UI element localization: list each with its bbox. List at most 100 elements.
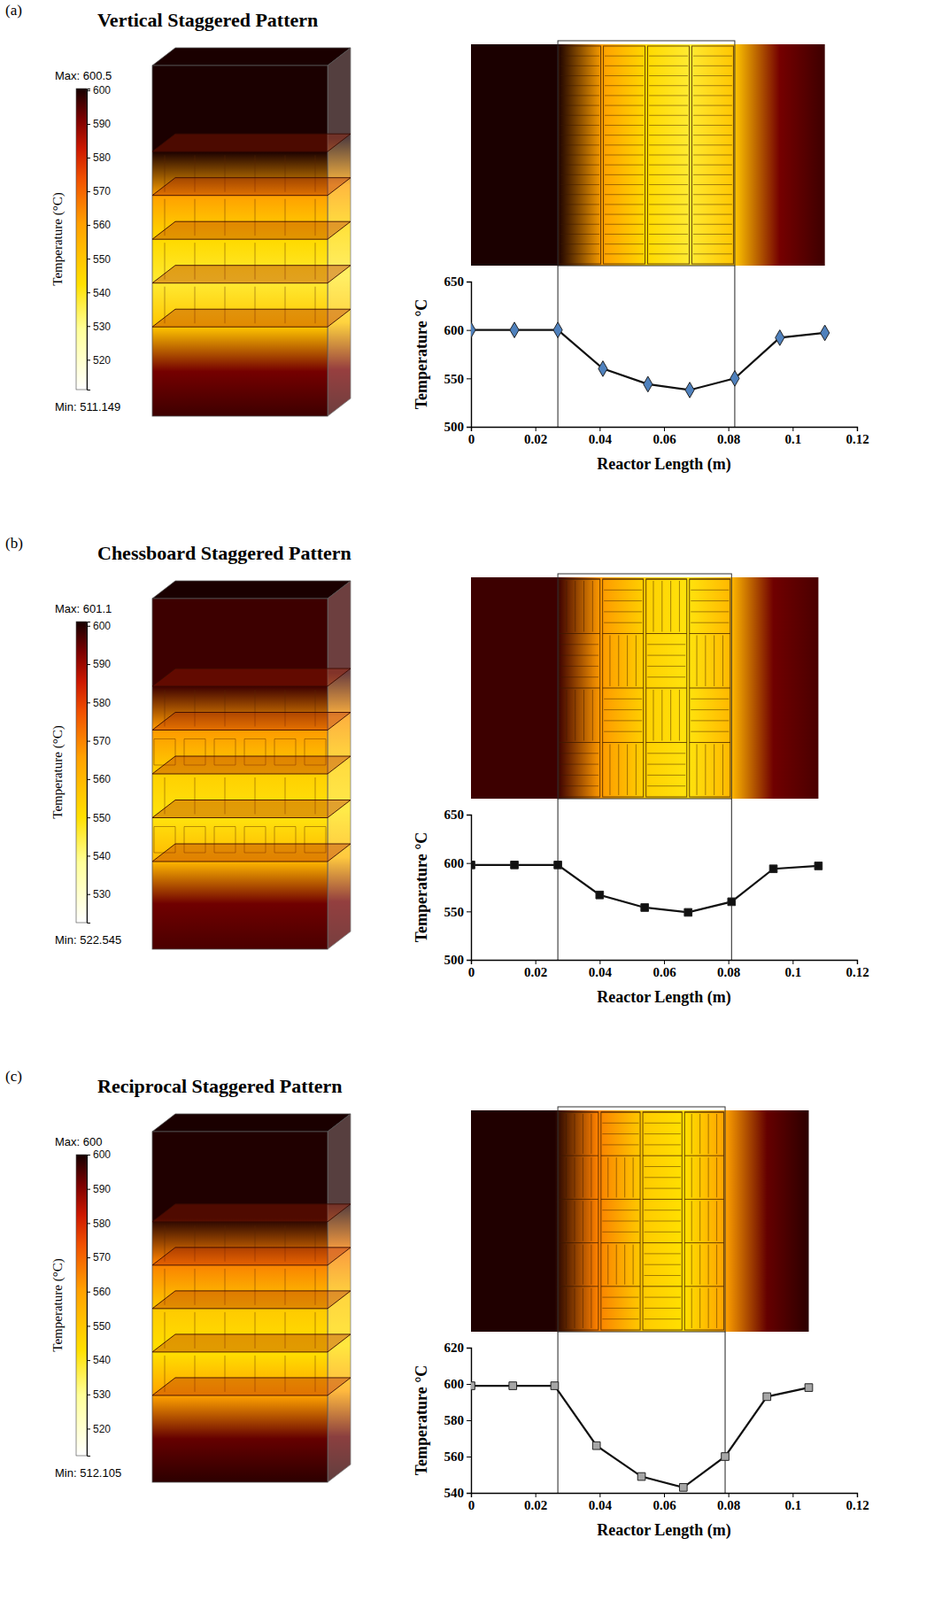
catalyst-stripe (699, 1200, 701, 1241)
catalyst-block-edge (684, 1155, 724, 1157)
catalyst-plate (152, 133, 351, 152)
colorbar-tick: 580 (86, 696, 111, 710)
catalyst-stripe (691, 1200, 693, 1241)
catalyst-block-edge (684, 1285, 724, 1287)
catalyst-stripe (590, 1288, 592, 1329)
x-tick-label: 0.04 (588, 1497, 613, 1513)
colorbar-tick-mark (86, 258, 91, 260)
colorbar-tick-label: 530 (92, 320, 111, 333)
y-tick-mark (466, 814, 471, 816)
catalyst-stripe (693, 65, 733, 67)
x-tick-label: 0.1 (784, 965, 802, 980)
temperature-point (804, 1383, 813, 1392)
catalyst-stripe (604, 184, 644, 186)
catalyst-stripe (716, 1288, 718, 1329)
catalyst-stripe (648, 134, 688, 136)
catalyst-stripe (661, 580, 663, 633)
y-tick-mark (466, 1347, 471, 1349)
reactor-3d (152, 1113, 351, 1483)
catalyst-plate (152, 843, 351, 862)
catalyst-stripe (690, 610, 729, 612)
x-tick-label: 0.06 (652, 1497, 677, 1513)
panel-label: (c) (5, 1067, 23, 1085)
y-tick: 500 (444, 952, 472, 967)
catalyst-stripe (604, 94, 644, 96)
catalyst-stripe (647, 665, 686, 667)
y-tick-mark (466, 1456, 471, 1458)
temperature-point (775, 330, 785, 347)
catalyst-stripe (644, 1133, 681, 1135)
y-tick: 580 (444, 1413, 472, 1428)
catalyst-stripe (565, 580, 567, 633)
catalyst-stripe (582, 1200, 584, 1241)
x-tick-mark (792, 959, 794, 965)
catalyst-stripe (560, 764, 599, 765)
x-tick-mark (792, 1492, 794, 1498)
catalyst-stripe (693, 75, 733, 77)
colorbar-tick-label: 540 (92, 849, 111, 863)
y-tick-mark (466, 1383, 471, 1385)
colorbar-tick: 590 (86, 1182, 111, 1196)
colorbar-tick: 590 (86, 657, 111, 671)
x-tick: 0 (468, 959, 476, 980)
colorbar-tick-mark (86, 325, 91, 327)
catalyst-column (646, 579, 688, 797)
colorbar-tick: 600 (86, 619, 111, 633)
x-tick-mark (728, 426, 730, 432)
panel-label: (a) (5, 1, 23, 19)
colorbar-max: Max: 601.1 (54, 602, 112, 616)
catalyst-stripe (693, 253, 733, 255)
catalyst-stripe (693, 164, 733, 166)
y-tick-label: 500 (444, 419, 465, 434)
catalyst-stripe (648, 193, 688, 195)
catalyst-stripe (693, 223, 733, 225)
y-axis: 500550600650 (444, 807, 472, 967)
panel: (c)Reciprocal Staggered Pattern520530540… (5, 1067, 870, 1540)
x-tick: 0.1 (784, 1492, 802, 1513)
x-tick-label: 0.12 (845, 965, 869, 980)
catalyst-stripe (565, 1200, 567, 1241)
catalyst-block-edge (559, 1198, 599, 1200)
catalyst-stripe (648, 253, 688, 255)
x-axis-line (471, 960, 858, 966)
catalyst-stripe (693, 134, 733, 136)
y-axis-line (466, 1348, 472, 1494)
catalyst-stripe (609, 744, 610, 796)
catalyst-layout (559, 579, 731, 797)
catalyst-stripe (624, 1244, 626, 1285)
catalyst-stripe (644, 1318, 681, 1320)
y-tick-mark (466, 378, 471, 379)
catalyst-stripe (560, 223, 600, 225)
catalyst-block-edge (601, 1155, 641, 1157)
y-axis-title: Temperature °C (412, 299, 431, 410)
temperature-point (550, 1382, 559, 1390)
catalyst-stripe (693, 84, 733, 86)
y-tick: 560 (444, 1449, 472, 1464)
y-tick-mark (466, 330, 471, 332)
y-tick-mark (466, 1420, 471, 1421)
panel-label: (b) (5, 534, 24, 552)
catalyst-block-edge (559, 1285, 599, 1287)
x-tick-mark (728, 959, 730, 965)
catalyst-stripe (574, 689, 576, 742)
x-tick: 0.02 (524, 426, 548, 447)
catalyst-block-edge (689, 687, 731, 689)
colorbar-max: Max: 600.5 (54, 69, 112, 83)
colorbar-tick: 550 (86, 253, 111, 266)
catalyst-stripe (653, 580, 655, 633)
catalyst-stripe (648, 65, 688, 67)
x-axis: 00.020.040.060.080.10.12 (468, 1492, 870, 1513)
catalyst-stripe (565, 1288, 567, 1329)
catalyst-stripe (617, 744, 619, 796)
colorbar-tick-label: 570 (92, 185, 111, 198)
reactor-bound (733, 265, 735, 427)
catalyst-stripe (644, 1264, 681, 1266)
box-top (152, 1113, 351, 1132)
x-tick-mark (857, 426, 858, 432)
catalyst-stripe (604, 55, 644, 57)
catalyst-stripe (617, 635, 619, 688)
catalyst-stripe (693, 154, 733, 156)
catalyst-stripe (708, 1113, 710, 1154)
colorbar-tick: 600 (86, 1148, 111, 1161)
colorbar-tick-label: 540 (92, 286, 111, 300)
